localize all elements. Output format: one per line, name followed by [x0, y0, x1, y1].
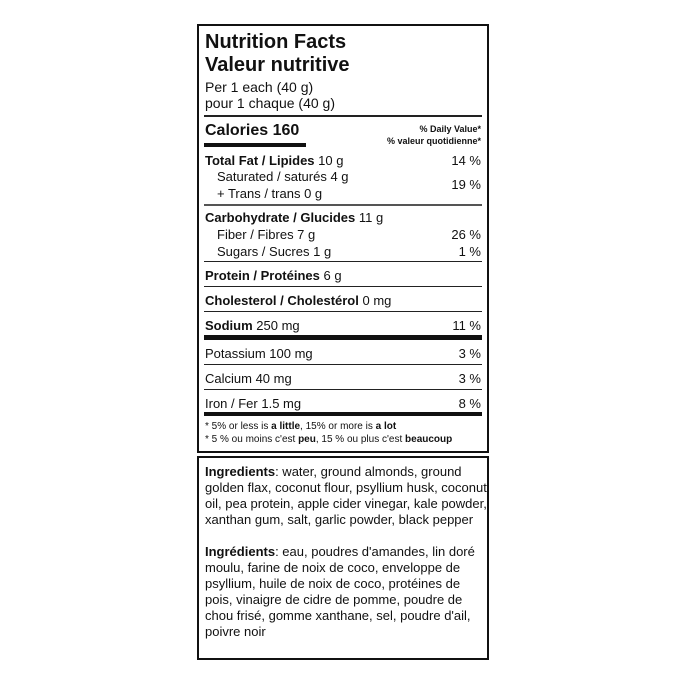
total-fat-dv: 14 % [451, 153, 481, 168]
trans: + Trans / trans 0 g [217, 186, 323, 201]
ingredients-en-label: Ingredients [205, 464, 276, 479]
ingredients-fr: Ingrédients: eau, poudres d'amandes, lin… [205, 544, 487, 640]
protein-amount: 6 g [323, 268, 342, 283]
cholesterol-label: Cholesterol / Cholestérol [205, 293, 359, 308]
calories-value: 160 [272, 122, 300, 139]
title-fr: Valeur nutritive [205, 54, 350, 76]
cholesterol: Cholesterol / Cholestérol 0 mg [205, 293, 391, 308]
divider [204, 364, 482, 365]
ingredients-fr-label: Ingrédients [205, 544, 276, 559]
sugars: Sugars / Sucres 1 g [217, 244, 332, 259]
protein-label: Protein / Protéines [205, 268, 320, 283]
ingredients-en: Ingredients: water, ground almonds, grou… [205, 464, 487, 528]
fiber-dv: 26 % [451, 227, 481, 242]
title-en: Nutrition Facts [205, 31, 347, 53]
divider [204, 286, 482, 287]
iron: Iron / Fer 1.5 mg [205, 396, 302, 411]
divider [204, 311, 482, 312]
total-fat-label: Total Fat / Lipides [205, 153, 315, 168]
calories-bar [204, 143, 306, 147]
potassium: Potassium 100 mg [205, 346, 313, 361]
footnote-en: * 5% or less is a little, 15% or more is… [205, 421, 397, 432]
calories: Calories 160 [205, 122, 299, 140]
carbohydrate-label: Carbohydrate / Glucides [205, 210, 356, 225]
carbohydrate-amount: 11 g [358, 210, 384, 225]
total-fat: Total Fat / Lipides 10 g [205, 153, 343, 168]
calcium-dv: 3 % [458, 371, 481, 386]
divider [204, 204, 482, 206]
total-fat-amount: 10 g [318, 153, 344, 168]
divider [204, 115, 482, 117]
nutrition-facts-panel: Nutrition Facts Valeur nutritive Per 1 e… [197, 24, 489, 453]
sodium-dv: 11 % [452, 318, 481, 333]
protein: Protein / Protéines 6 g [205, 268, 342, 283]
sodium-label: Sodium [205, 318, 253, 333]
sodium: Sodium 250 mg [205, 318, 300, 333]
footnote-fr: * 5 % ou moins c'est peu, 15 % ou plus c… [205, 434, 453, 445]
iron-dv: 8 % [458, 396, 481, 411]
thick-divider [204, 412, 482, 416]
thick-divider [204, 335, 482, 340]
serving-size-en: Per 1 each (40 g) [205, 79, 314, 95]
divider [204, 261, 482, 262]
fiber: Fiber / Fibres 7 g [217, 227, 316, 242]
daily-value-en: % Daily Value* [419, 124, 481, 134]
carbohydrate: Carbohydrate / Glucides 11 g [205, 210, 383, 225]
ingredients-fr-text: : eau, poudres d'amandes, lin doré moulu… [205, 544, 475, 639]
sodium-amount: 250 mg [256, 318, 300, 333]
divider [204, 389, 482, 390]
cholesterol-amount: 0 mg [362, 293, 392, 308]
potassium-dv: 3 % [458, 346, 481, 361]
calories-label: Calories [205, 122, 269, 139]
ingredients-panel: Ingredients: water, ground almonds, grou… [197, 456, 489, 660]
saturated: Saturated / saturés 4 g [217, 169, 349, 184]
sugars-dv: 1 % [458, 244, 481, 259]
ingredients-en-text: : water, ground almonds, ground golden f… [205, 464, 487, 527]
serving-size-fr: pour 1 chaque (40 g) [205, 95, 335, 111]
calcium: Calcium 40 mg [205, 371, 292, 386]
daily-value-fr: % valeur quotidienne* [386, 136, 481, 146]
saturated-trans-dv: 19 % [451, 177, 481, 192]
